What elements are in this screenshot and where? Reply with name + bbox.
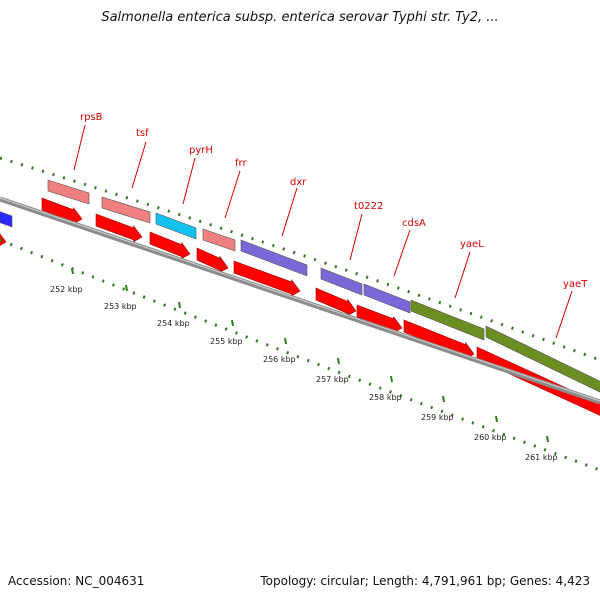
leader-line-rpsB [73, 124, 86, 171]
scale-tick-label: 258 kbp [369, 393, 402, 402]
feature-box-unnamed [0, 211, 13, 228]
gene-label-t0222: t0222 [354, 201, 383, 212]
feature-box-pyrH [155, 212, 197, 240]
leader-line-dxr [281, 187, 298, 237]
cds-arrow-rpsB [41, 197, 83, 225]
leader-line-yaeL [454, 251, 471, 299]
scale-tick-mark [495, 415, 498, 423]
scale-tick-label: 256 kbp [263, 355, 296, 364]
cds-arrow-unnamed [0, 233, 7, 246]
scale-tick-mark [390, 375, 393, 383]
cds-arrow-dxr [233, 260, 301, 297]
inner-scale-ring [0, 238, 600, 472]
feature-box-t0222 [320, 267, 363, 296]
feature-box-yaeL [410, 299, 485, 341]
leader-line-yaeT [555, 290, 573, 339]
gene-label-yaeL: yaeL [460, 239, 484, 250]
map-title: Salmonella enterica subsp. enterica sero… [101, 10, 499, 25]
scale-tick-label: 261 kbp [525, 453, 558, 462]
outer-dotted-ring [0, 156, 600, 362]
feature-box-rpsB [47, 179, 90, 205]
accession-text: Accession: NC_004631 [8, 574, 145, 588]
topology-summary: Topology: circular; Length: 4,791,961 bp… [260, 574, 590, 588]
cds-arrow-tsf [95, 213, 143, 243]
gene-label-frr: frr [235, 158, 247, 169]
leader-line-pyrH [182, 157, 196, 205]
leader-line-t0222 [349, 213, 363, 261]
scale-tick-mark [337, 357, 340, 365]
gene-label-pyrH: pyrH [189, 145, 213, 156]
feature-box-cdsA [363, 283, 411, 314]
gene-label-yaeT: yaeT [563, 279, 588, 290]
gene-label-rpsB: rpsB [80, 112, 103, 123]
gene-label-cdsA: cdsA [402, 218, 426, 229]
feature-box-frr [202, 228, 236, 252]
feature-box-yaeT [485, 325, 600, 393]
cds-arrow-pyrH [149, 231, 191, 260]
scale-tick-mark [125, 284, 128, 292]
leader-line-frr [224, 170, 241, 219]
scale-tick-mark [546, 435, 549, 443]
scale-tick-labels: 252 kbp 253 kbp 254 kbp 255 kbp 256 kbp 257 k… [50, 267, 558, 462]
scale-tick-label: 254 kbp [157, 319, 190, 328]
gene-label-dxr: dxr [290, 177, 307, 188]
gene-labels: rpsB tsf pyrH frr dxr t0222 cdsA yaeL yaeT [73, 112, 588, 339]
scale-tick-label: 253 kbp [104, 302, 137, 311]
feature-box-dxr [240, 239, 308, 277]
cds-arrow-t0222 [315, 287, 357, 316]
scale-tick-mark [284, 337, 287, 345]
gene-label-tsf: tsf [136, 128, 149, 139]
scale-tick-label: 252 kbp [50, 285, 83, 294]
scale-tick-label: 257 kbp [316, 375, 349, 384]
feature-track [0, 179, 600, 393]
scale-tick-mark [231, 319, 234, 327]
backbone [0, 196, 600, 405]
scale-tick-mark [178, 301, 181, 309]
leader-line-cdsA [393, 229, 411, 277]
scale-tick-label: 259 kbp [421, 413, 454, 422]
scale-tick-mark [71, 267, 74, 275]
scale-tick-label: 260 kbp [474, 433, 507, 442]
scale-tick-label: 255 kbp [210, 337, 243, 346]
leader-line-tsf [131, 141, 147, 189]
feature-box-tsf [101, 196, 151, 224]
cds-arrow-frr [196, 247, 229, 273]
scale-tick-mark [442, 395, 445, 403]
